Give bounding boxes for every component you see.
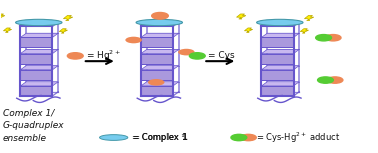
FancyBboxPatch shape	[262, 37, 293, 47]
Circle shape	[67, 53, 83, 59]
Polygon shape	[300, 29, 308, 33]
Polygon shape	[20, 33, 58, 37]
FancyBboxPatch shape	[262, 54, 293, 64]
Circle shape	[125, 37, 142, 43]
Polygon shape	[304, 15, 314, 21]
FancyBboxPatch shape	[262, 86, 293, 96]
FancyBboxPatch shape	[141, 37, 173, 47]
Circle shape	[325, 35, 341, 41]
Polygon shape	[64, 15, 73, 21]
Circle shape	[178, 49, 195, 55]
Ellipse shape	[99, 135, 128, 140]
Text: Complex 1/
G-quadruplex
ensemble: Complex 1/ G-quadruplex ensemble	[3, 109, 64, 143]
FancyBboxPatch shape	[141, 70, 173, 80]
Polygon shape	[262, 82, 299, 86]
Polygon shape	[59, 29, 68, 33]
Polygon shape	[0, 14, 5, 19]
Text: = Complex $\mathbf{1}$: = Complex $\mathbf{1}$	[132, 131, 188, 144]
Ellipse shape	[15, 19, 62, 26]
Ellipse shape	[257, 19, 303, 26]
Circle shape	[316, 35, 332, 41]
FancyBboxPatch shape	[141, 54, 173, 64]
FancyBboxPatch shape	[20, 37, 53, 47]
Polygon shape	[3, 28, 12, 32]
Polygon shape	[141, 33, 179, 37]
Polygon shape	[20, 66, 58, 70]
Text: = Hg$^{2+}$: = Hg$^{2+}$	[86, 49, 121, 63]
FancyBboxPatch shape	[20, 54, 53, 64]
Circle shape	[152, 13, 168, 19]
Circle shape	[189, 53, 205, 59]
Polygon shape	[141, 66, 179, 70]
Polygon shape	[141, 49, 179, 54]
Circle shape	[231, 134, 247, 141]
Ellipse shape	[136, 19, 183, 26]
FancyBboxPatch shape	[141, 86, 173, 96]
Text: = Cys: = Cys	[208, 51, 234, 60]
FancyBboxPatch shape	[20, 70, 53, 80]
Polygon shape	[237, 14, 246, 19]
Polygon shape	[20, 82, 58, 86]
Polygon shape	[20, 49, 58, 54]
Polygon shape	[262, 33, 299, 37]
Polygon shape	[245, 28, 253, 32]
Circle shape	[327, 77, 343, 83]
Polygon shape	[141, 82, 179, 86]
Text: = Cys-Hg$^{2+}$ adduct: = Cys-Hg$^{2+}$ adduct	[256, 130, 340, 145]
Text: = Complex ¹: = Complex ¹	[132, 133, 184, 142]
Polygon shape	[262, 66, 299, 70]
FancyBboxPatch shape	[20, 86, 53, 96]
Polygon shape	[262, 49, 299, 54]
Circle shape	[318, 77, 333, 83]
Circle shape	[148, 79, 164, 86]
FancyBboxPatch shape	[262, 70, 293, 80]
Circle shape	[240, 134, 256, 141]
